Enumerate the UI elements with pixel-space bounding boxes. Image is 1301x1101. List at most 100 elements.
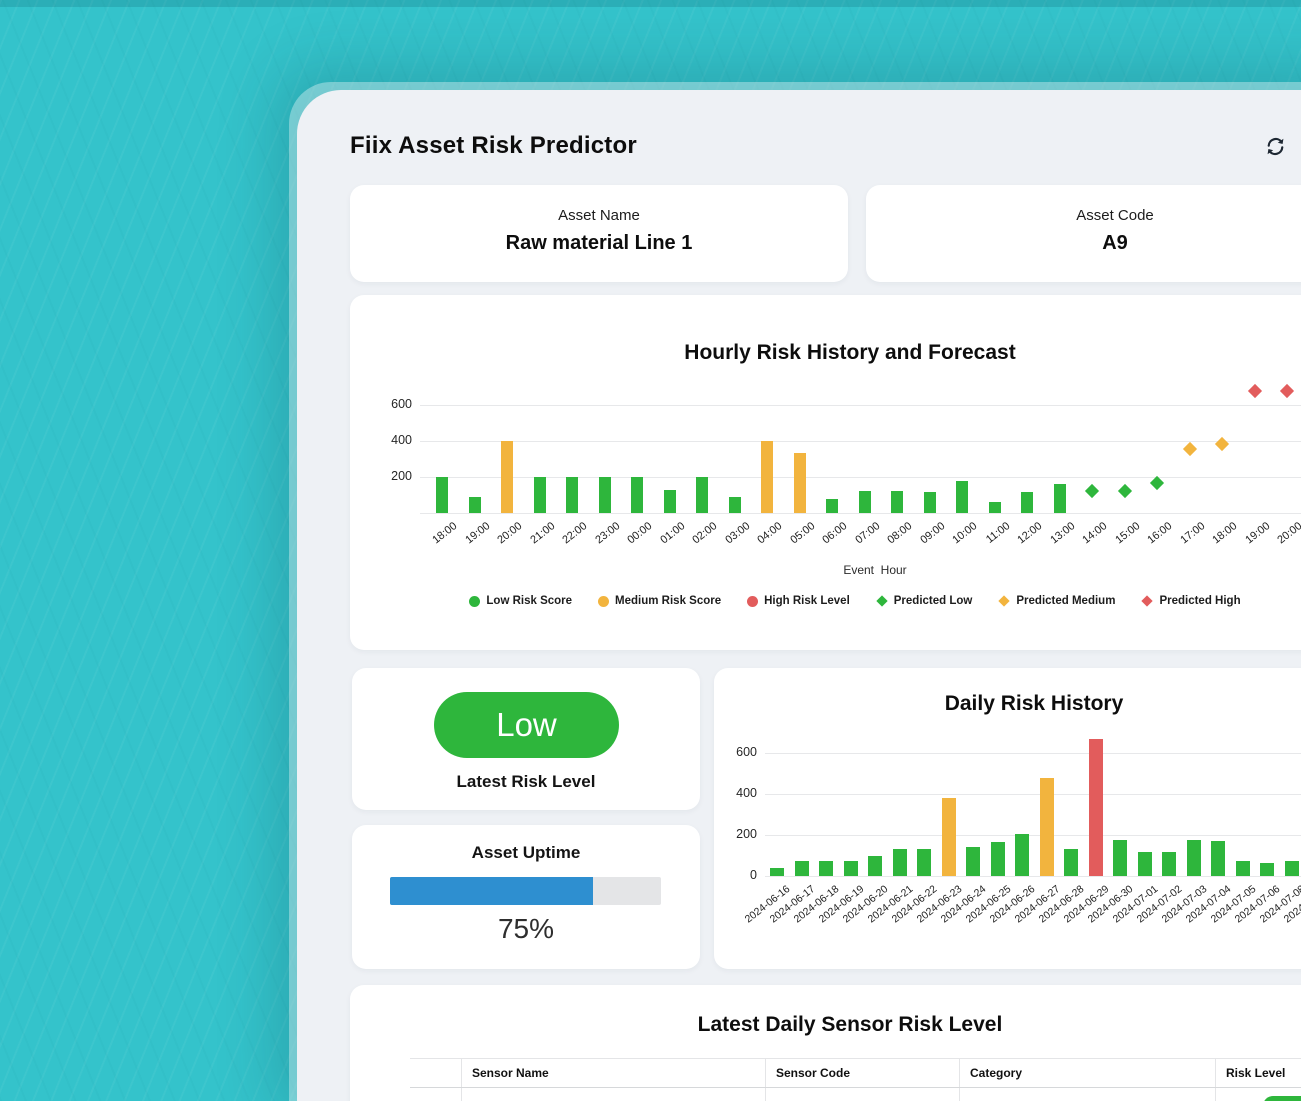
- diamond-marker-pred_low: [1149, 476, 1165, 491]
- diamond-marker-pred_medium: [1214, 436, 1230, 451]
- column-header-sensor-name: Sensor Name: [461, 1059, 765, 1087]
- bar-low: [794, 860, 809, 876]
- legend-label: Predicted Low: [893, 595, 973, 607]
- asset-name-label: Asset Name: [558, 207, 640, 224]
- uptime-percent-value: 75%: [497, 913, 555, 944]
- bar-low: [990, 842, 1005, 876]
- bar-low: [868, 855, 882, 876]
- y-gridline: [420, 405, 1301, 407]
- diamond-marker-pred_high: [1279, 383, 1295, 398]
- bar-low: [988, 502, 1001, 513]
- uptime-progress-fill: [390, 877, 594, 905]
- table-cell: Location-Level Facilities: [959, 1088, 1215, 1101]
- legend-marker-pred_low: [876, 595, 888, 607]
- bar-low: [468, 496, 481, 513]
- main-panel: Fiix Asset Risk Predictor Asset Name Raw…: [297, 90, 1301, 1101]
- bar-low: [566, 477, 578, 513]
- x-axis-baseline: [420, 513, 1301, 514]
- y-gridline: [420, 477, 1301, 479]
- sensor-table: Sensor Name Sensor Code Category Risk Level…: [410, 1058, 1301, 1101]
- y-gridline: [765, 794, 1301, 796]
- diamond-marker-pred_medium: [1182, 442, 1197, 457]
- bar-low: [696, 477, 708, 513]
- bar-low: [891, 490, 903, 513]
- asset-name-card: Asset Name Raw material Line 1: [350, 185, 848, 282]
- bar-low: [826, 498, 838, 513]
- risk-level-badge: Low: [1263, 1096, 1301, 1101]
- hourly-risk-chart-card: Hourly Risk History and Forecast 200 400 6…: [350, 295, 1301, 650]
- bar-low: [1211, 841, 1225, 876]
- bar-low: [1162, 851, 1176, 876]
- diamond-marker-pred_high: [1247, 383, 1262, 398]
- latest-risk-level-card: Low Latest Risk Level: [352, 668, 700, 810]
- legend-label: Low Risk Score: [486, 595, 573, 607]
- column-header-sensor-code: Sensor Code: [765, 1059, 959, 1087]
- table-row: 1Inlet OperatingA9Location-Level Facilit…: [410, 1088, 1301, 1101]
- sensor-table-header-row: Sensor Name Sensor Code Category Risk Level: [410, 1058, 1301, 1088]
- bar-medium: [761, 441, 773, 513]
- bar-low: [631, 477, 643, 513]
- legend-marker-pred_medium: [998, 595, 1011, 607]
- asset-code-value: A9: [1102, 232, 1128, 254]
- bar-low: [1015, 834, 1029, 876]
- y-tick-label: 600: [391, 397, 412, 412]
- risk-level-caption: Latest Risk Level: [456, 772, 596, 791]
- y-tick-label: 400: [736, 786, 757, 801]
- sensor-table-title: Latest Daily Sensor Risk Level: [697, 1013, 1003, 1036]
- legend-item: Predicted Low: [876, 595, 973, 607]
- bar-low: [1053, 484, 1066, 513]
- bar-low: [843, 860, 858, 876]
- y-tick-label: 0: [750, 868, 757, 882]
- daily-chart-title: Daily Risk History: [944, 692, 1124, 715]
- page-title: Fiix Asset Risk Predictor: [350, 132, 637, 159]
- bar-medium: [501, 441, 513, 513]
- bar-low: [1260, 862, 1274, 876]
- daily-risk-chart-card: Daily Risk History 0 200 400 600 2024-06-16 2…: [714, 668, 1301, 969]
- bar-medium: [793, 452, 806, 513]
- bar-low: [1284, 860, 1299, 876]
- hourly-xaxis-title: Event Hour: [843, 563, 907, 577]
- bar-low: [436, 477, 448, 513]
- bar-low: [917, 849, 931, 876]
- legend-item: Medium Risk Score: [598, 595, 721, 607]
- hourly-chart-plot: 200 400 600 18:00 19:00 20:00 21:00 22:00 23:00 0…: [391, 383, 1301, 546]
- bar-medium: [941, 798, 956, 876]
- y-gridline: [765, 835, 1301, 837]
- legend-label: Medium Risk Score: [615, 595, 722, 607]
- bar-low: [728, 496, 741, 513]
- legend-item: Low Risk Score: [469, 595, 572, 607]
- y-gridline: [420, 441, 1301, 443]
- legend-marker-high: [747, 595, 759, 607]
- legend-item: Predicted Medium: [998, 595, 1115, 607]
- hourly-chart-legend: Low Risk Score Medium Risk Score High Risk…: [380, 595, 1301, 607]
- bar-low: [923, 492, 936, 513]
- legend-marker-low: [469, 595, 481, 607]
- refresh-button[interactable]: [1259, 130, 1291, 162]
- bar-low: [819, 860, 833, 876]
- table-cell: Inlet Operating: [461, 1088, 765, 1101]
- bar-low: [1021, 492, 1033, 513]
- bar-low: [956, 480, 968, 513]
- bar-medium: [1039, 777, 1054, 876]
- bar-low: [892, 849, 907, 876]
- bar-low: [1186, 840, 1201, 876]
- legend-label: Predicted High: [1159, 595, 1241, 607]
- sensor-table-body: 1Inlet OperatingA9Location-Level Facilit…: [410, 1088, 1301, 1101]
- bar-low: [966, 847, 980, 876]
- legend-marker-medium: [598, 595, 610, 607]
- y-tick-label: 600: [736, 745, 757, 760]
- window-top-edge: [0, 0, 1301, 7]
- bar-low: [533, 477, 546, 513]
- table-cell: A9: [765, 1088, 959, 1101]
- column-header-index: [410, 1059, 461, 1087]
- legend-label: Predicted Medium: [1016, 595, 1116, 607]
- legend-label: High Risk Level: [764, 595, 850, 607]
- bar-low: [663, 489, 676, 513]
- bar-low: [1113, 840, 1127, 876]
- y-tick-label: 200: [391, 469, 412, 484]
- bar-low: [1137, 851, 1152, 876]
- y-gridline: [765, 876, 1301, 877]
- legend-marker-pred_high: [1141, 595, 1154, 607]
- sensor-risk-table-card: Latest Daily Sensor Risk Level Sensor Na…: [350, 985, 1301, 1101]
- column-header-risk-level: Risk Level: [1215, 1059, 1301, 1087]
